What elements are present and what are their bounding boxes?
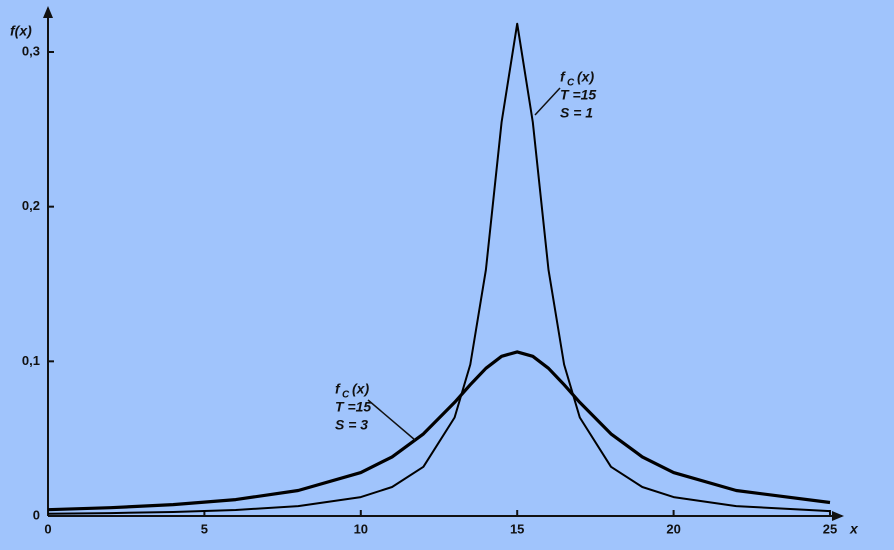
annotation-arg: (x) (577, 69, 594, 85)
annotation-arg: (x) (352, 381, 369, 397)
annotation-sub: C (567, 78, 575, 89)
x-tick-label: 0 (44, 521, 51, 536)
x-tick-label: 20 (666, 521, 680, 536)
curve (47, 22, 831, 515)
y-tick-label: 0,3 (22, 43, 40, 58)
annotation-line: T =15 (560, 87, 596, 103)
x-tick-label: 10 (354, 521, 368, 536)
annotation-func: f (335, 381, 341, 397)
x-tick-label: 15 (510, 521, 524, 536)
annotation-line: S = 1 (560, 105, 593, 121)
x-tick-label: 5 (201, 521, 208, 536)
annotation-line: S = 3 (335, 417, 368, 433)
y-tick-label: 0,2 (22, 198, 40, 213)
y-tick-label: 0 (33, 507, 40, 522)
x-arrow (832, 511, 844, 521)
leader-line (534, 87, 561, 116)
annotation-line: T =15 (335, 399, 371, 415)
y-arrow (43, 6, 53, 18)
leader-line (367, 399, 416, 441)
curve (47, 350, 831, 512)
x-axis-label: x (849, 521, 859, 537)
y-tick-label: 0,1 (22, 353, 40, 368)
annotation-sub: C (342, 390, 350, 401)
x-tick-label: 25 (823, 521, 837, 536)
y-axis-label: f(x) (10, 23, 32, 39)
annotation-func: f (560, 69, 566, 85)
